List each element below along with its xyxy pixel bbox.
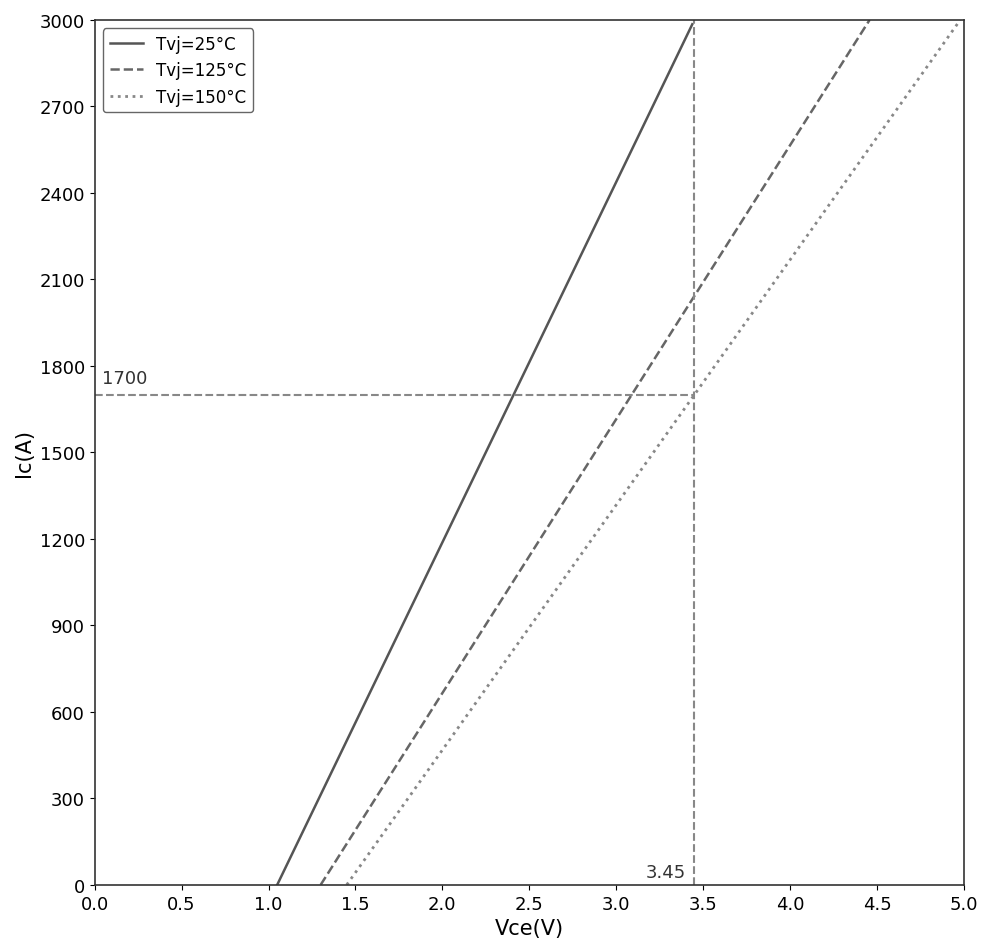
Y-axis label: Ic(A): Ic(A) (14, 429, 34, 477)
Text: 3.45: 3.45 (646, 863, 685, 881)
Legend: Tvj=25°C, Tvj=125°C, Tvj=150°C: Tvj=25°C, Tvj=125°C, Tvj=150°C (103, 30, 253, 113)
X-axis label: Vce(V): Vce(V) (495, 918, 563, 938)
Text: 1700: 1700 (101, 370, 147, 388)
